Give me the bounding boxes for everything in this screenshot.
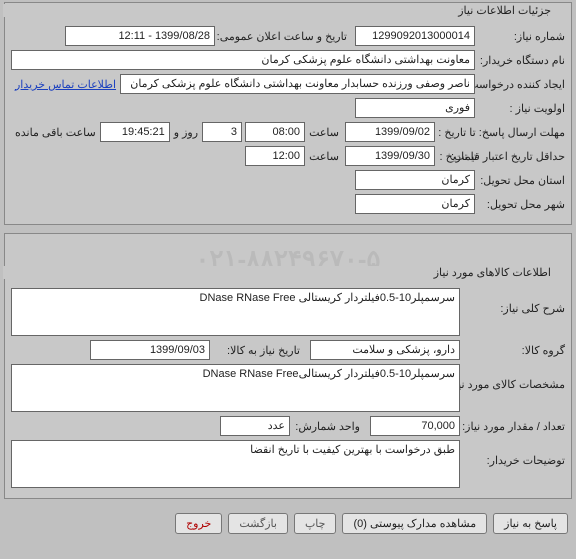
remain-label: ساعت باقی مانده <box>11 126 100 139</box>
validity-hour-label: ساعت <box>305 150 345 163</box>
spec-field: سرسمپلر10-0.5فیلتردار کریستالیDNase RNas… <box>11 364 460 412</box>
panel2-title: اطلاعات کالاهای مورد نیاز <box>3 266 557 279</box>
qty-label: تعداد / مقدار مورد نیاز: <box>460 420 565 433</box>
validity-date-field: 1399/09/30 <box>345 146 435 166</box>
device-label: نام دستگاه خریدار: <box>475 54 565 67</box>
validity-time-field: 12:00 <box>245 146 305 166</box>
creator-label: ایجاد کننده درخواست: <box>475 78 565 91</box>
city-label: شهر محل تحویل: <box>475 198 565 211</box>
group-field: دارو، پزشکی و سلامت <box>310 340 460 360</box>
deadline-time-field: 08:00 <box>245 122 305 142</box>
creator-field: ناصر وصفی ورزنده حسابدار معاونت بهداشتی … <box>120 74 475 94</box>
province-label: استان محل تحویل: <box>475 174 565 187</box>
priority-field: فوری <box>355 98 475 118</box>
button-bar: پاسخ به نیاز مشاهده مدارک پیوستی (0) چاپ… <box>0 507 576 540</box>
days-label: روز و <box>170 126 202 139</box>
back-button[interactable]: بازگشت <box>228 513 288 534</box>
city-field: کرمان <box>355 194 475 214</box>
need-no-field: 1299092013000014 <box>355 26 475 46</box>
need-date-field: 1399/09/03 <box>90 340 210 360</box>
deadline-hour-label: ساعت <box>305 126 345 139</box>
province-field: کرمان <box>355 170 475 190</box>
notes-label: توضیحات خریدار: <box>460 440 565 467</box>
desc-label: شرح کلی نیاز: <box>460 288 565 315</box>
group-label: گروه کالا: <box>460 344 565 357</box>
validity-label: حداقل تاریخ اعتبار قیمت: <box>477 150 565 163</box>
announce-label: تاریخ و ساعت اعلان عمومی: <box>215 30 355 43</box>
announce-field: 1399/08/28 - 12:11 <box>65 26 215 46</box>
unit-label: واحد شمارش: <box>290 420 370 433</box>
device-field: معاونت بهداشتی دانشگاه علوم پزشکی کرمان <box>11 50 475 70</box>
unit-field: عدد <box>220 416 290 436</box>
validity-sub-label: تا تاریخ : <box>435 150 477 163</box>
goods-info-panel: ۰۲۱-۸۸۲۴۹۶۷۰-۵ اطلاعات کالاهای مورد نیاز… <box>4 233 572 499</box>
spec-label: مشخصات کالای مورد نیاز: <box>460 364 565 391</box>
deadline-date-field: 1399/09/02 <box>345 122 435 142</box>
qty-field: 70,000 <box>370 416 460 436</box>
deadline-label: مهلت ارسال پاسخ: تا تاریخ : <box>435 126 565 139</box>
print-button[interactable]: چاپ <box>294 513 337 534</box>
exit-button[interactable]: خروج <box>175 513 222 534</box>
attachments-button[interactable]: مشاهده مدارک پیوستی (0) <box>342 513 487 534</box>
notes-field: طبق درخواست با بهترین کیفیت با تاریخ انق… <box>11 440 460 488</box>
contact-link[interactable]: اطلاعات تماس خریدار <box>11 78 120 91</box>
need-no-label: شماره نیاز: <box>475 30 565 43</box>
need-details-panel: جزئیات اطلاعات نیاز شماره نیاز: 12990920… <box>4 2 572 225</box>
priority-label: اولویت نیاز : <box>475 102 565 115</box>
panel1-title: جزئیات اطلاعات نیاز <box>3 4 557 17</box>
need-date-label: تاریخ نیاز به کالا: <box>210 344 310 357</box>
days-field: 3 <box>202 122 242 142</box>
remain-time-field: 19:45:21 <box>100 122 170 142</box>
desc-field: سرسمپلر10-0.5فیلتردار کریستالی DNase RNa… <box>11 288 460 336</box>
respond-button[interactable]: پاسخ به نیاز <box>493 513 568 534</box>
